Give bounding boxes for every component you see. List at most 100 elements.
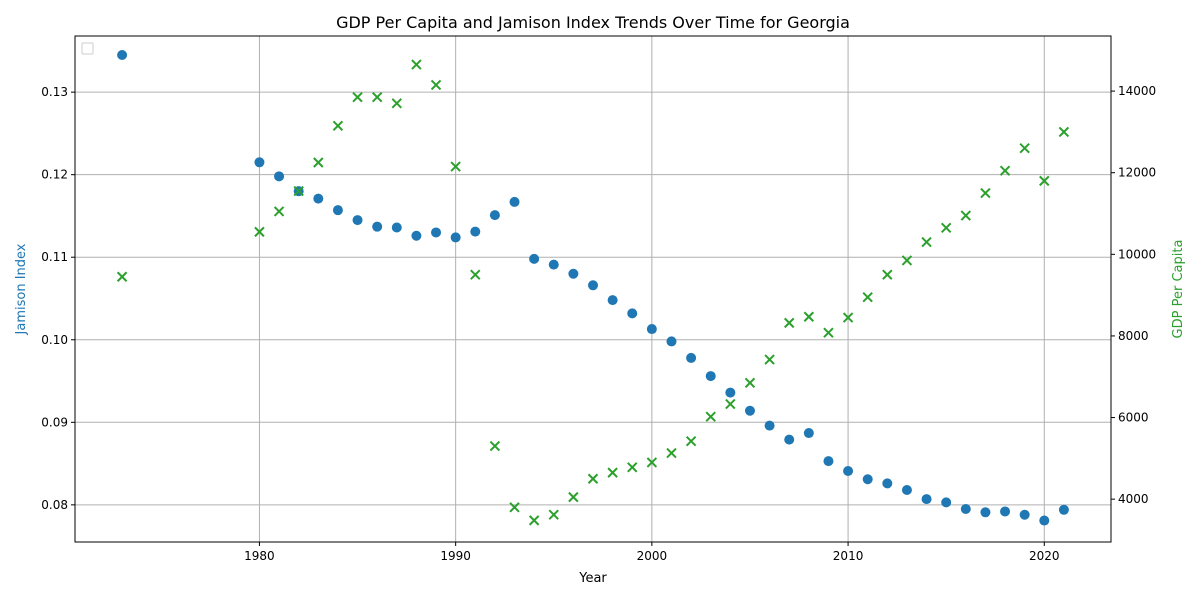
jamison-point: [352, 215, 363, 226]
jamison-point: [960, 503, 971, 514]
jamison-point: [548, 259, 559, 270]
gdp-point: [489, 440, 501, 452]
jamison-point: [823, 456, 834, 467]
gdp-point: [568, 491, 579, 503]
jamison-point: [901, 484, 912, 495]
x-tick-label: 2000: [637, 549, 668, 563]
x-tick-label: 1980: [244, 549, 275, 563]
left-y-axis-label: Jamison Index: [14, 243, 29, 335]
jamison-point: [843, 466, 854, 477]
jamison-point: [666, 336, 677, 347]
gdp-point: [1039, 175, 1050, 187]
gdp-point: [940, 222, 952, 233]
jamison-point: [803, 428, 814, 439]
gdp-point: [332, 120, 344, 131]
jamison-point: [1000, 506, 1011, 517]
jamison-point: [725, 387, 736, 398]
gdp-point: [744, 377, 756, 389]
legend-box: [81, 42, 94, 55]
jamison-point: [489, 210, 500, 221]
gdp-point: [685, 436, 697, 447]
jamison-point: [1019, 509, 1030, 520]
gdp-point: [548, 509, 559, 520]
gdp-point: [725, 398, 736, 410]
gdp-point: [764, 354, 775, 365]
gdp-point: [823, 327, 834, 338]
jamison-point: [627, 308, 638, 319]
jamison-point: [941, 497, 952, 508]
gdp-point: [705, 411, 716, 422]
gdp-point: [980, 187, 991, 199]
jamison-point: [372, 221, 383, 232]
gdp-point: [607, 467, 618, 478]
jamison-point: [117, 49, 128, 60]
left-y-tick-label: 0.08: [41, 498, 68, 512]
jamison-point: [686, 352, 697, 363]
jamison-point: [411, 230, 422, 241]
jamison-point: [1058, 504, 1069, 515]
gdp-point: [1019, 143, 1030, 154]
jamison-point: [509, 196, 520, 207]
gdp-point: [293, 185, 304, 197]
gdp-point: [627, 462, 638, 473]
left-y-tick-label: 0.11: [41, 250, 68, 264]
gdp-point: [784, 317, 795, 329]
jamison-point: [1039, 515, 1050, 526]
gdp-point: [254, 226, 265, 238]
gdp-point: [371, 92, 383, 103]
right-y-tick-label: 10000: [1118, 247, 1156, 261]
jamison-point: [646, 324, 657, 335]
gdp-point: [960, 210, 972, 221]
jamison-point: [332, 205, 343, 216]
right-y-axis-label: GDP Per Capita: [1171, 240, 1186, 339]
gdp-point: [352, 92, 363, 103]
gdp-point: [430, 79, 442, 91]
chart-title: GDP Per Capita and Jamison Index Trends …: [336, 13, 850, 32]
axis-ticks: 1980 1990 2000 2010 2020 0.08 0.09 0.10 0.11 0.12…: [41, 84, 1156, 563]
jamison-point: [254, 157, 265, 168]
gdp-point: [509, 502, 520, 513]
x-tick-label: 1990: [440, 549, 471, 563]
x-tick-label: 2020: [1029, 549, 1060, 563]
jamison-point: [784, 434, 795, 445]
right-y-tick-label: 6000: [1118, 411, 1149, 425]
gdp-point: [587, 473, 599, 484]
data-points: [116, 49, 1070, 526]
gdp-point: [862, 291, 873, 303]
jamison-point: [313, 193, 324, 204]
gdp-point: [528, 515, 540, 526]
gdp-point: [666, 447, 677, 459]
grid-lines: [75, 36, 1111, 542]
jamison-point: [882, 478, 893, 489]
gdp-point: [1058, 126, 1070, 138]
gdp-point: [411, 59, 422, 70]
jamison-point: [470, 226, 481, 237]
x-axis-label: Year: [578, 571, 607, 586]
right-y-tick-label: 12000: [1118, 166, 1156, 180]
gdp-point: [999, 165, 1011, 176]
left-y-tick-label: 0.10: [41, 333, 68, 347]
right-y-tick-label: 8000: [1118, 329, 1149, 343]
left-y-tick-label: 0.09: [41, 415, 68, 429]
left-y-tick-label: 0.12: [41, 168, 68, 182]
gdp-point: [116, 271, 128, 282]
gdp-point: [646, 457, 658, 468]
plot-frame: [74, 35, 1112, 543]
jamison-point: [980, 507, 991, 518]
gdp-point: [803, 311, 815, 322]
jamison-point: [274, 171, 285, 182]
x-tick-label: 2010: [833, 549, 864, 563]
gdp-point: [470, 269, 481, 280]
jamison-point: [529, 253, 540, 264]
right-y-tick-label: 4000: [1118, 492, 1149, 506]
gdp-point: [901, 255, 913, 266]
jamison-point: [764, 420, 775, 431]
jamison-point: [391, 222, 402, 233]
gdp-point: [391, 98, 402, 109]
jamison-point: [588, 280, 598, 291]
gdp-point: [450, 161, 461, 172]
jamison-point: [431, 227, 442, 238]
jamison-point: [450, 232, 461, 243]
